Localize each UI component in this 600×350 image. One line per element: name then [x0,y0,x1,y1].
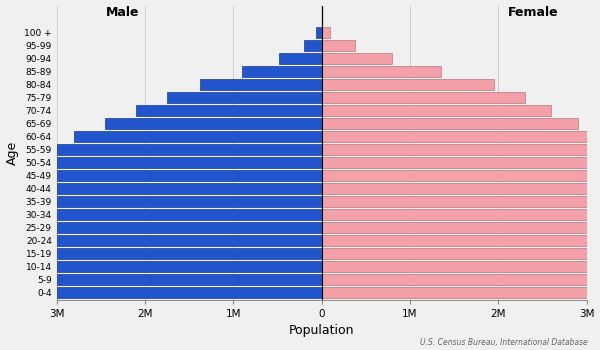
Bar [4,169,322,181]
Bar [0,183,322,194]
Bar [279,52,322,64]
Bar [43,144,322,155]
Bar [322,105,551,116]
Bar [322,27,331,37]
Bar [21,247,322,259]
Bar [74,131,322,142]
Bar [322,40,355,51]
Bar [105,118,322,128]
Bar [322,183,600,194]
Y-axis label: Age: Age [5,141,19,165]
Bar [136,105,322,116]
Bar [322,260,600,272]
Text: Female: Female [508,6,559,19]
Bar [322,274,600,285]
Bar [322,234,600,246]
Bar [13,274,322,285]
Bar [316,27,322,37]
Bar [0,196,322,206]
Bar [322,247,600,259]
Bar [322,222,600,233]
Bar [167,92,322,103]
Bar [322,287,600,298]
Bar [322,52,392,64]
Bar [200,78,322,90]
Text: Male: Male [106,6,140,19]
Bar [304,40,322,51]
Bar [322,131,596,142]
Bar [0,260,322,272]
Bar [322,65,441,77]
Bar [322,196,600,206]
Bar [322,92,525,103]
Bar [242,65,322,77]
X-axis label: Population: Population [289,324,355,337]
Bar [26,156,322,168]
Bar [322,156,600,168]
Bar [17,287,322,298]
Bar [4,222,322,233]
Bar [13,234,322,246]
Bar [0,209,322,219]
Text: U.S. Census Bureau, International Database: U.S. Census Bureau, International Databa… [420,337,588,346]
Bar [322,78,494,90]
Bar [322,144,600,155]
Bar [322,118,578,128]
Bar [322,209,600,219]
Bar [322,169,600,181]
